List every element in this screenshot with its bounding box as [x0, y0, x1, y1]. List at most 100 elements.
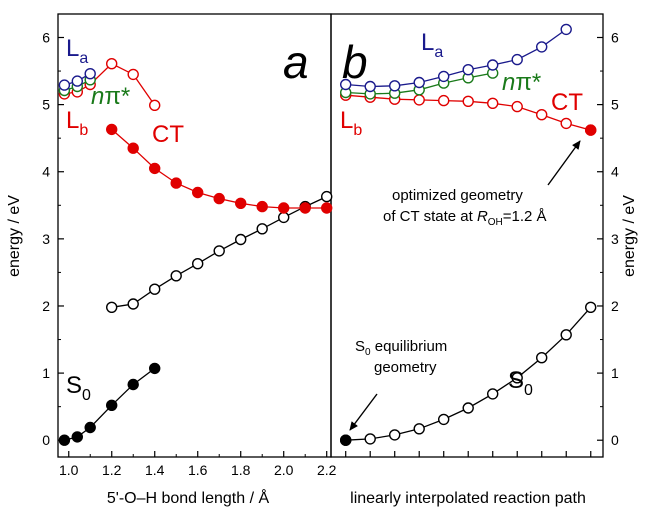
- annotation-optimized-line2: of CT state at ROH=1.2 Å: [383, 208, 547, 228]
- data-point-a_S0upper: [213, 245, 225, 257]
- annotation-arrow-s0: [349, 393, 378, 431]
- data-point-b_Lb: [487, 97, 499, 110]
- panel-b-xlabel: linearly interpolated reaction path: [350, 490, 586, 507]
- annotation-s0-line1: S0 equilibrium: [355, 338, 447, 358]
- y-tick-label-right: 6: [611, 29, 619, 45]
- data-point-b_CTend: [585, 124, 597, 136]
- annotation-optimized-line1: optimized geometry: [392, 187, 523, 204]
- data-point-b_S0: [389, 429, 401, 441]
- series-a_S0upper: [105, 190, 333, 313]
- series-a_S0: [58, 362, 161, 446]
- panel-b-Lb-label: Lb: [340, 107, 362, 139]
- data-point-b_Lb: [462, 95, 474, 108]
- y-tick-label-right: 4: [611, 164, 619, 180]
- data-point-a_S0: [127, 378, 139, 391]
- data-point-b_La: [389, 80, 401, 92]
- series-b_S0start: [340, 434, 352, 446]
- data-point-a_S0: [148, 362, 161, 375]
- series-b_Lb: [340, 89, 597, 136]
- data-point-a_Lb: [148, 99, 161, 112]
- data-point-b_S0start: [340, 434, 352, 446]
- data-point-b_La: [340, 78, 352, 91]
- data-point-b_La: [438, 70, 450, 83]
- data-point-b_S0: [585, 301, 597, 313]
- x-tick-label-a: 1.2: [102, 462, 122, 478]
- annotation-s0-line2: geometry: [374, 359, 437, 376]
- y-tick-label-right: 2: [611, 298, 619, 314]
- data-point-a_CT: [299, 202, 311, 214]
- x-tick-label-a: 1.0: [59, 462, 79, 478]
- data-point-b_La: [536, 41, 548, 53]
- data-point-b_S0: [462, 402, 474, 414]
- data-point-a_CT: [148, 162, 161, 175]
- panel-a-xlabel: 5'-O–H bond length / Å: [107, 488, 270, 507]
- y-tick-label-left: 3: [42, 231, 50, 247]
- x-tick-label-a: 1.6: [188, 462, 208, 478]
- data-point-a_S0upper: [234, 233, 247, 246]
- series-a_CT: [105, 123, 333, 214]
- x-tick-label-a: 1.8: [231, 462, 251, 478]
- data-point-b_S0: [364, 433, 376, 445]
- data-point-b_Lb: [560, 117, 572, 130]
- right-ylabel: energy / eV: [621, 195, 638, 277]
- data-point-b_La: [413, 76, 425, 89]
- left-ylabel: energy / eV: [6, 195, 23, 277]
- data-point-b_La: [511, 53, 523, 66]
- data-point-a_La: [58, 79, 71, 91]
- data-point-b_La: [560, 23, 572, 36]
- data-point-b_S0: [438, 413, 450, 426]
- y-tick-label-right: 1: [611, 365, 619, 381]
- panel-b-S0-label: S0: [508, 367, 533, 399]
- data-point-a_S0: [84, 421, 96, 434]
- panel-a-La-label: La: [66, 35, 88, 67]
- data-point-b_Lb: [511, 100, 523, 113]
- series-b_La: [340, 23, 572, 93]
- data-point-a_S0upper: [148, 283, 161, 295]
- data-point-a_CT: [105, 123, 118, 136]
- data-point-b_La: [487, 59, 499, 71]
- panel-a-Lb-label: Lb: [66, 107, 88, 139]
- y-tick-label-left: 1: [42, 365, 50, 381]
- data-point-b_S0: [536, 352, 548, 364]
- data-point-a_S0upper: [127, 298, 139, 310]
- panel-a-npi-label: nπ*: [91, 83, 130, 110]
- y-tick-label-left: 5: [42, 97, 50, 113]
- data-point-a_CT: [256, 200, 268, 213]
- y-tick-label-right: 0: [611, 432, 619, 448]
- data-point-a_CT: [127, 142, 139, 154]
- data-point-b_La: [462, 63, 474, 76]
- y-tick-label-left: 2: [42, 298, 50, 314]
- series-line-b_La: [345, 28, 567, 88]
- data-point-a_CT: [321, 202, 333, 214]
- data-point-a_S0upper: [191, 258, 204, 270]
- y-tick-label-left: 6: [42, 29, 50, 45]
- panel-a-CT-label: CT: [152, 121, 184, 148]
- x-tick-label-a: 2.0: [274, 462, 294, 478]
- data-point-b_La: [364, 80, 376, 93]
- panel-b-frame: [330, 13, 604, 458]
- panel-letter-b: b: [342, 36, 368, 88]
- data-point-a_S0: [58, 434, 71, 446]
- axis-ticks: 0 1 2 3 4 5 6 1.0 1.2 1.4 1.6 1.8 2.0 2.2 0 1 2 3 4 5 6: [42, 29, 619, 478]
- data-point-b_S0: [560, 329, 572, 341]
- y-tick-label-right: 3: [611, 231, 619, 247]
- y-tick-label-right: 5: [611, 97, 619, 113]
- data-point-a_CT: [234, 197, 247, 210]
- data-point-a_La: [71, 75, 84, 87]
- data-point-b_S0: [487, 388, 499, 400]
- panel-b-CT-label: CT: [551, 89, 583, 116]
- data-series: [58, 23, 597, 446]
- data-point-b_S0: [511, 372, 523, 384]
- data-point-a_S0upper: [170, 270, 182, 282]
- y-tick-label-left: 4: [42, 164, 50, 180]
- data-point-a_S0: [105, 399, 118, 411]
- data-point-b_S0: [413, 423, 425, 435]
- data-point-a_S0upper: [278, 211, 290, 224]
- panel-a-S0-label: S0: [66, 372, 91, 404]
- y-tick-label-left: 0: [42, 432, 50, 448]
- data-point-a_CT: [191, 186, 204, 199]
- x-tick-label-a: 2.2: [317, 462, 337, 478]
- data-point-a_Lb: [127, 68, 139, 81]
- panel-letter-a: a: [283, 36, 309, 88]
